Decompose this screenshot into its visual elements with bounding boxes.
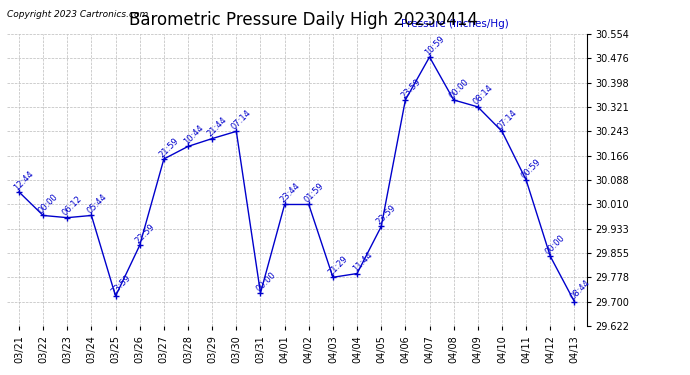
Text: 00:59: 00:59 [520,157,543,180]
Text: 01:59: 01:59 [302,182,326,204]
Text: 10:59: 10:59 [423,34,446,57]
Text: 00:00: 00:00 [544,233,567,256]
Text: 00:00: 00:00 [254,270,277,293]
Text: 22:59: 22:59 [133,222,157,245]
Text: 00:00: 00:00 [37,192,60,216]
Text: 00:00: 00:00 [447,77,471,100]
Text: 05:44: 05:44 [85,192,108,216]
Text: Barometric Pressure Daily High 20230414: Barometric Pressure Daily High 20230414 [129,11,478,29]
Text: 08:14: 08:14 [471,84,495,107]
Text: 21:44: 21:44 [206,116,229,139]
Text: 12:44: 12:44 [12,169,36,192]
Text: 11:44: 11:44 [351,251,374,273]
Text: 08:44: 08:44 [568,279,591,302]
Text: 23:59: 23:59 [109,273,132,296]
Text: Pressure (Inches/Hg): Pressure (Inches/Hg) [401,19,509,29]
Text: Copyright 2023 Cartronics.com: Copyright 2023 Cartronics.com [7,10,148,20]
Text: 21:29: 21:29 [326,254,350,277]
Text: 10:44: 10:44 [181,123,205,146]
Text: 07:14: 07:14 [495,108,519,131]
Text: 07:14: 07:14 [230,108,253,131]
Text: 06:12: 06:12 [61,194,84,217]
Text: 23:59: 23:59 [399,77,422,100]
Text: 23:59: 23:59 [375,203,398,226]
Text: 21:59: 21:59 [157,136,181,159]
Text: 23:44: 23:44 [278,181,302,204]
